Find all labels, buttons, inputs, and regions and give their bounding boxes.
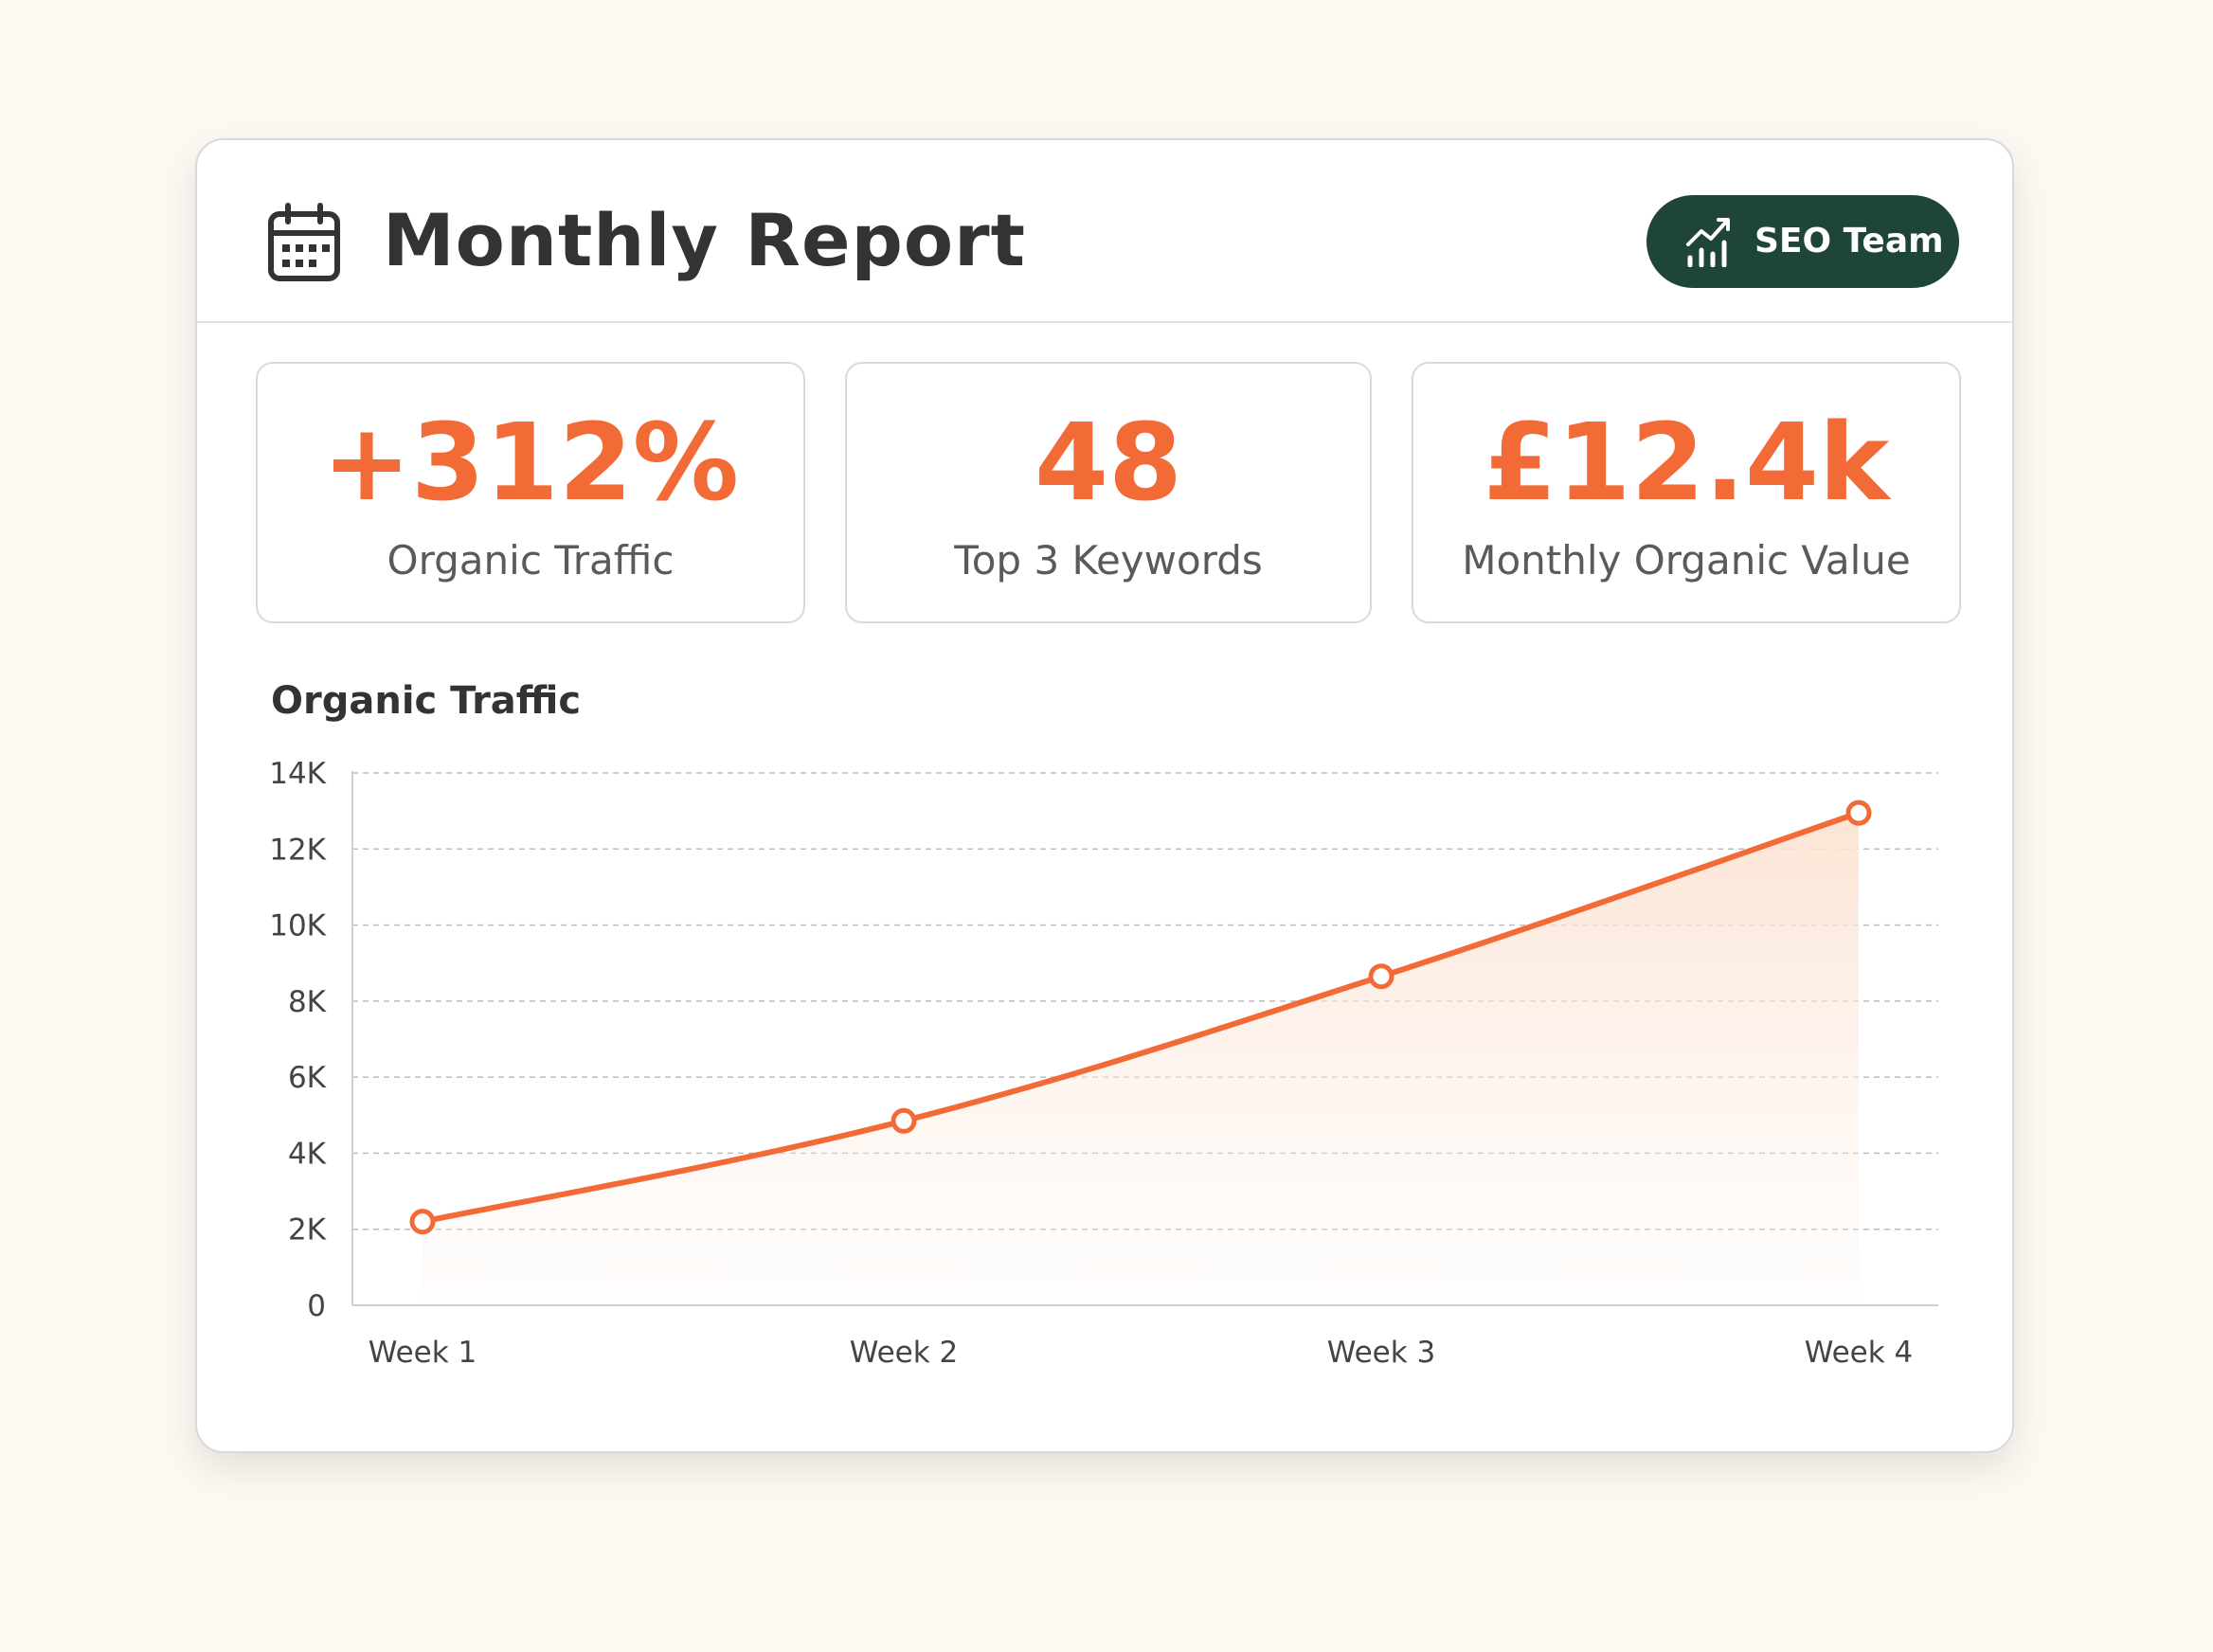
- stat-label: Monthly Organic Value: [1462, 537, 1911, 584]
- stat-card-organic-value: £12.4k Monthly Organic Value: [1412, 362, 1961, 623]
- report-card: Monthly Report SEO Team +312% Organic Tr…: [195, 138, 2014, 1453]
- x-tick-label: Week 3: [1327, 1336, 1436, 1370]
- stat-label: Top 3 Keywords: [954, 537, 1263, 584]
- chart-growth-icon: [1686, 218, 1730, 267]
- series-area: [423, 813, 1859, 1305]
- series-line: [420, 810, 1862, 1225]
- y-tick-label: 0: [307, 1289, 326, 1323]
- data-point: [891, 1107, 917, 1134]
- report-header: Monthly Report SEO Team: [197, 140, 2012, 323]
- y-tick-label: 6K: [288, 1061, 327, 1095]
- stat-value: £12.4k: [1483, 402, 1890, 525]
- stat-value: +312%: [322, 402, 739, 525]
- organic-traffic-chart: 0 2K 4K 6K 8K 10K 12K 14K Week 1 Week 2 Week 3 Week…: [269, 757, 1938, 1370]
- y-tick-label: 14K: [269, 757, 326, 791]
- stat-value: 48: [1035, 402, 1182, 525]
- stat-label: Organic Traffic: [387, 537, 675, 584]
- seo-team-badge[interactable]: SEO Team: [1646, 195, 1959, 288]
- y-tick-label: 8K: [288, 985, 327, 1019]
- y-tick-label: 4K: [288, 1137, 327, 1171]
- x-tick-label: Week 4: [1805, 1336, 1914, 1370]
- data-point: [1845, 799, 1872, 826]
- stat-card-organic-traffic: +312% Organic Traffic: [256, 362, 805, 623]
- page-title: Monthly Report: [383, 198, 1026, 282]
- x-tick-label: Week 2: [850, 1336, 959, 1370]
- data-point: [409, 1209, 436, 1235]
- x-tick-label: Week 1: [369, 1336, 477, 1370]
- badge-label: SEO Team: [1754, 222, 1944, 260]
- y-tick-label: 12K: [269, 833, 326, 867]
- calendar-icon: [268, 203, 340, 281]
- y-tick-label: 2K: [288, 1213, 327, 1248]
- y-tick-label: 10K: [269, 909, 326, 943]
- chart-title: Organic Traffic: [271, 679, 582, 723]
- data-point: [1368, 963, 1394, 990]
- stat-card-top-keywords: 48 Top 3 Keywords: [845, 362, 1372, 623]
